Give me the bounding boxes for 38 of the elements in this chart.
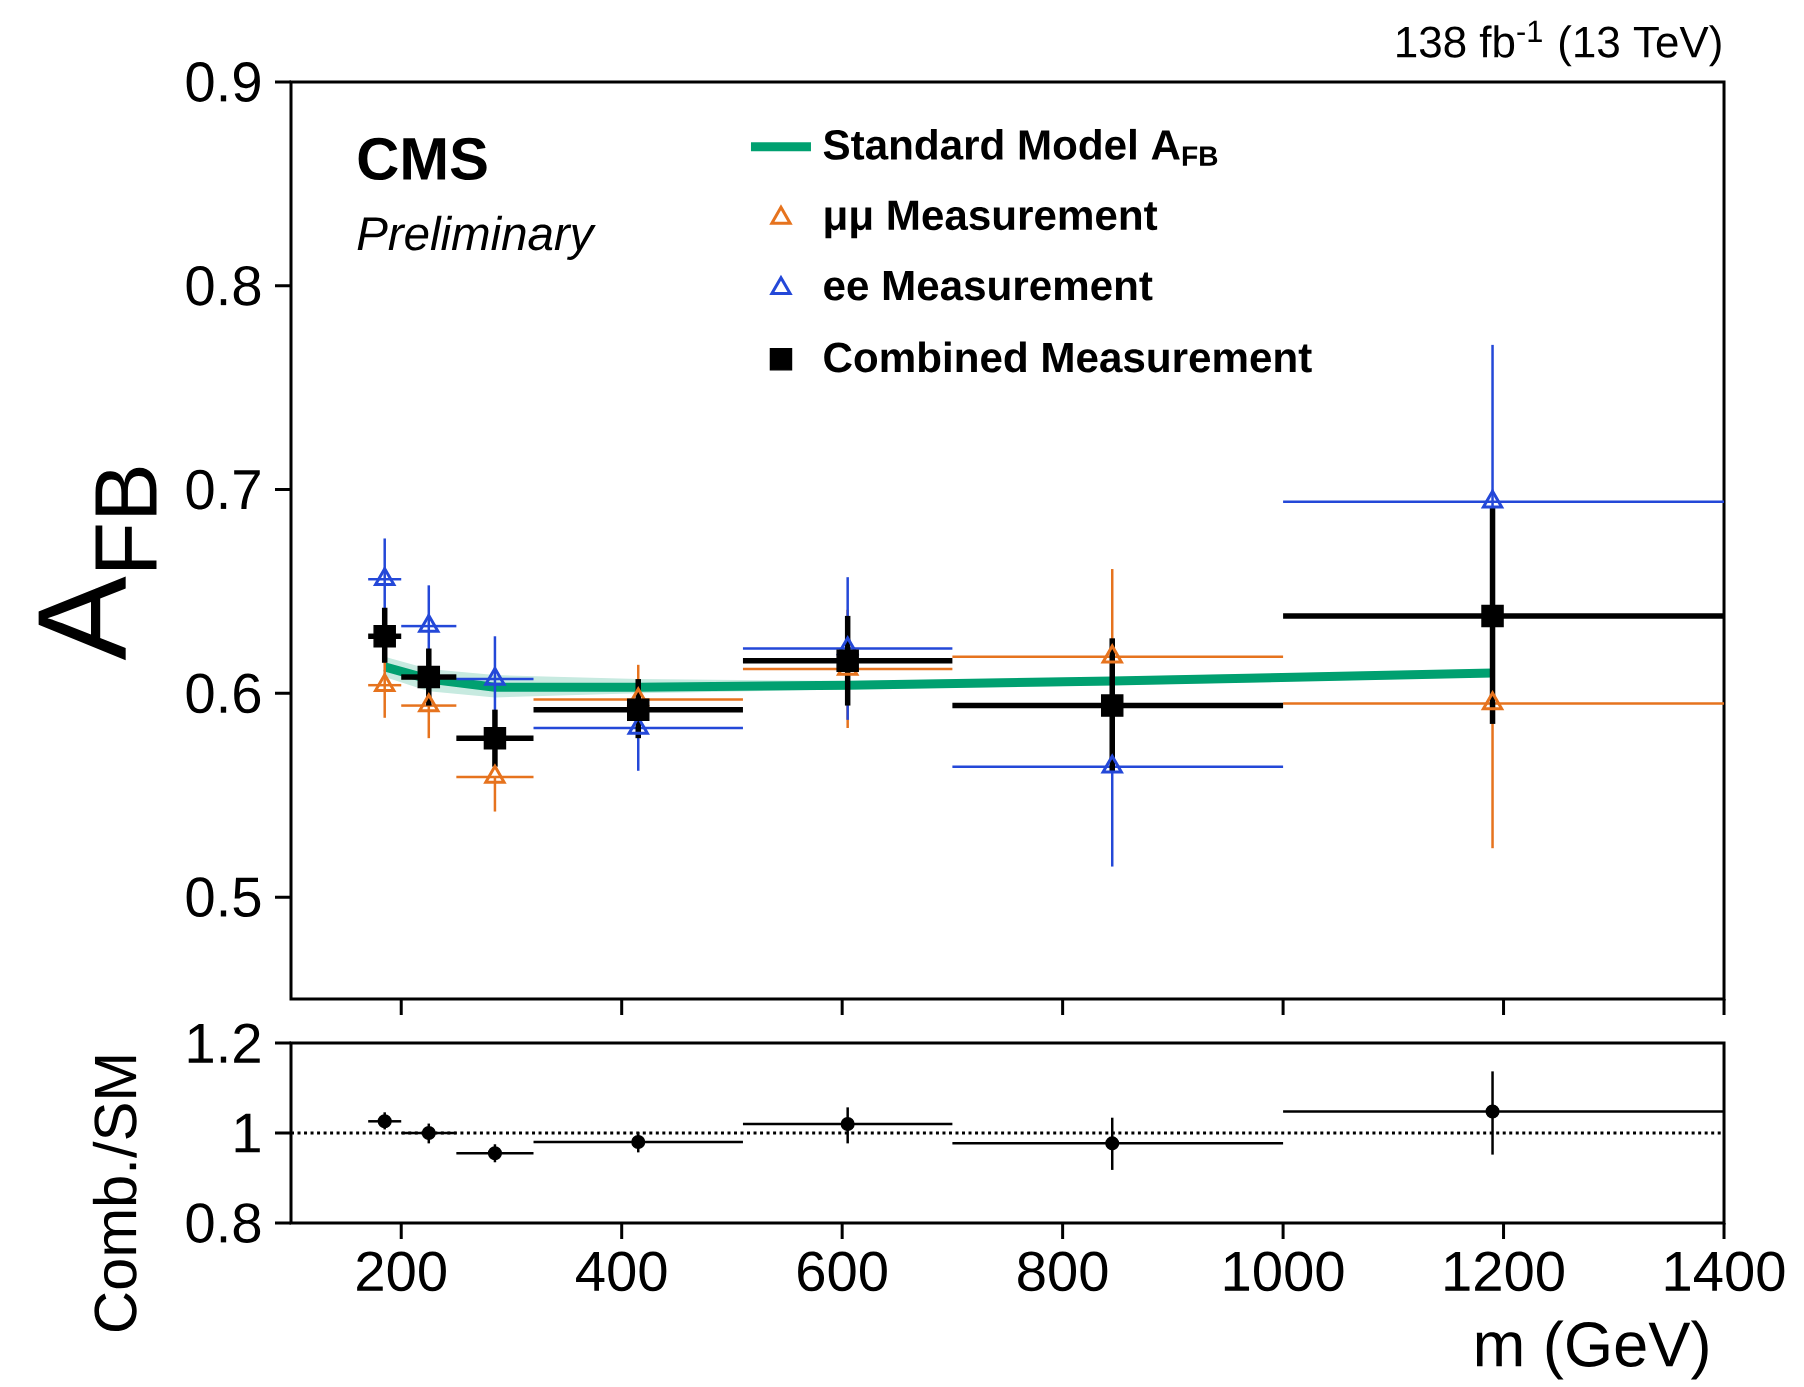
y-tick-label: 0.9	[186, 62, 260, 102]
point	[418, 614, 440, 633]
point	[1481, 691, 1504, 711]
x-tick-label: 800	[1018, 1251, 1108, 1292]
x-tick-label: 400	[576, 1251, 667, 1292]
point	[1101, 644, 1123, 664]
x-tick-label: 200	[357, 1251, 446, 1292]
point	[374, 567, 396, 586]
y-axis-title: A$_{FB}$	[38, 467, 157, 661]
point	[840, 1116, 855, 1132]
x-tick-label: 600	[798, 1251, 887, 1292]
y-tick-label: 0.6	[186, 673, 261, 714]
point	[1101, 754, 1123, 774]
text: 138 fb$^{-1}$ (13 TeV)	[1397, 20, 1721, 67]
point	[484, 764, 506, 784]
annotation: Preliminary	[357, 215, 596, 260]
x-tick-label: 1400	[1665, 1251, 1785, 1292]
legend-label: ee Measurement	[824, 271, 1153, 301]
legend-label: μμ Measurement	[825, 200, 1158, 239]
x-tick-label: 1200	[1445, 1251, 1564, 1292]
x-tick-label: 1000	[1224, 1251, 1344, 1292]
y-tick-label: 1.2	[188, 1023, 260, 1063]
y-axis-title: Comb./SM	[92, 1056, 137, 1331]
y-tick-label: 0.7	[186, 469, 260, 510]
y-tick-label: 0.5	[186, 877, 261, 918]
point	[1485, 1104, 1500, 1119]
annotation: CMS	[358, 137, 487, 181]
x-axis-title: m (GeV)	[1476, 1320, 1708, 1380]
legend-label: Standard Model A$_{FB}$	[823, 128, 1218, 166]
point	[418, 693, 440, 713]
y-tick-label: 0.8	[186, 1203, 261, 1243]
y-tick-label: 1	[235, 1113, 260, 1153]
point	[1481, 489, 1504, 509]
y-tick-label: 0.8	[186, 265, 261, 306]
point	[374, 673, 396, 692]
point	[484, 667, 506, 686]
point	[1105, 1136, 1120, 1151]
legend-label: Combined Measurement	[824, 341, 1312, 373]
